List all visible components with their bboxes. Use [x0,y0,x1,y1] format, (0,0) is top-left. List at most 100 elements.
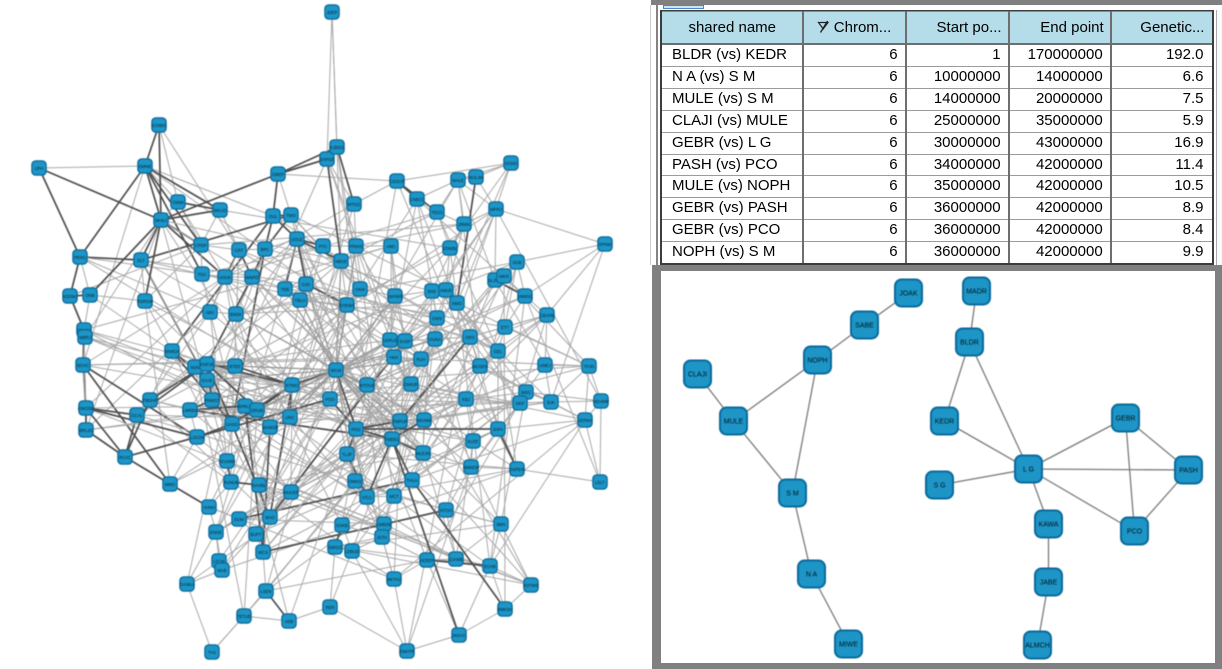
svg-text:BNDK: BNDK [230,312,242,317]
svg-text:POG: POG [351,427,360,432]
svg-text:OUL: OUL [269,214,278,219]
svg-text:JGTA: JGTA [377,535,388,540]
svg-text:LWHWP: LWHWP [387,294,403,299]
svg-text:ONB: ONB [85,293,94,298]
svg-text:WKR: WKR [499,274,509,279]
svg-text:ADB: ADB [285,619,294,624]
svg-text:LJGGN: LJGGN [190,435,204,440]
svg-text:SDDMJ: SDDMJ [63,294,77,299]
svg-text:GCAL: GCAL [131,413,143,418]
svg-text:PCO: PCO [1126,528,1142,535]
svg-text:OPNW: OPNW [598,242,611,247]
svg-text:WJLJM: WJLJM [469,175,483,180]
svg-text:THUA: THUA [406,478,418,483]
svg-text:TBLH: TBLH [295,298,306,303]
svg-text:TEGS: TEGS [431,210,443,215]
svg-text:OSPEW: OSPEW [509,467,525,472]
svg-text:MADR: MADR [966,288,987,295]
svg-text:JKKAC: JKKAC [452,633,466,638]
svg-text:BSE: BSE [428,289,437,294]
svg-text:SGKB: SGKB [336,523,348,528]
svg-text:MIWE: MIWE [838,641,857,648]
svg-text:BRC: BRC [261,247,270,252]
svg-text:MLEJN: MLEJN [416,451,430,456]
svg-text:SUSP: SUSP [399,339,411,344]
svg-text:SLJWK: SLJWK [488,278,502,283]
svg-text:DMNE: DMNE [139,164,152,169]
svg-text:MAMOB: MAMOB [262,425,278,430]
svg-text:OMKG: OMKG [349,479,362,484]
svg-text:BLDR: BLDR [960,339,979,346]
svg-text:KOTWS: KOTWS [523,583,539,588]
svg-text:BCHC: BCHC [77,363,89,368]
svg-text:RUNUK: RUNUK [224,480,239,485]
svg-text:CWOSM: CWOSM [78,406,95,411]
svg-text:ATLC: ATLC [362,495,372,500]
svg-text:WCS: WCS [258,550,268,555]
svg-text:AMC: AMC [386,244,395,249]
svg-text:WUUEP: WUUEP [283,490,299,495]
svg-text:LELT: LELT [595,480,605,485]
svg-text:OKM: OKM [355,287,365,292]
svg-text:NTOO: NTOO [440,508,453,513]
svg-text:KNPJE: KNPJE [200,362,214,367]
svg-text:AEEEP: AEEEP [420,558,434,563]
svg-text:KBJ: KBJ [462,397,470,402]
svg-text:JDEP: JDEP [327,10,338,15]
svg-text:WNPO: WNPO [245,275,259,280]
svg-text:NOPH: NOPH [807,357,827,364]
svg-text:S M: S M [786,490,799,497]
svg-text:NBGE: NBGE [335,259,347,264]
svg-text:LSEN: LSEN [261,589,272,594]
svg-text:PBDHP: PBDHP [143,398,158,403]
svg-text:HKK: HKK [390,355,399,360]
svg-text:MHSJ: MHSJ [155,218,166,223]
svg-text:MCT: MCT [389,494,399,499]
svg-text:OKP: OKP [516,401,525,406]
svg-text:CNBCC: CNBCC [410,197,425,202]
svg-text:AHNH: AHNH [203,505,215,510]
svg-text:CPDP: CPDP [195,243,207,248]
svg-text:BPRLM: BPRLM [238,404,253,409]
svg-text:WALE: WALE [452,178,464,183]
svg-text:N A: N A [805,571,817,578]
svg-text:AMUD: AMUD [440,288,452,293]
svg-text:KAWA: KAWA [1038,521,1058,528]
svg-text:SABE: SABE [855,322,874,329]
svg-text:OJAME: OJAME [449,557,464,562]
svg-text:UDAMW: UDAMW [593,399,609,404]
svg-text:BUPT: BUPT [250,532,262,537]
svg-text:OANKA: OANKA [180,582,195,587]
svg-text:EMHTR: EMHTR [400,649,415,654]
svg-text:PRWS: PRWS [350,244,363,249]
svg-text:OJG: OJG [302,282,311,287]
svg-text:GBEP: GBEP [272,172,284,177]
svg-text:JOWBL: JOWBL [443,246,458,251]
svg-text:NMO: NMO [452,301,463,306]
svg-text:CBAPB: CBAPB [540,313,554,318]
svg-text:ECHB: ECHB [484,564,496,569]
svg-text:BKTHJ: BKTHJ [387,577,400,582]
svg-text:UNC: UNC [285,415,294,420]
svg-text:MAB: MAB [217,568,226,573]
svg-text:KLEE: KLEE [468,439,479,444]
svg-text:WTOUD: WTOUD [359,383,375,388]
svg-text:OWW: OWW [172,200,183,205]
svg-text:TWO: TWO [286,213,297,218]
svg-text:WBRJ: WBRJ [79,335,91,340]
svg-text:UOLE: UOLE [291,237,303,242]
svg-text:RNWGT: RNWGT [204,398,220,403]
svg-text:MUSEN: MUSEN [472,364,487,369]
svg-text:BRLJG: BRLJG [79,428,93,433]
svg-text:LDBUD: LDBUD [345,549,359,554]
svg-text:NMKEW: NMKEW [463,465,479,470]
svg-text:S G: S G [933,482,945,489]
svg-text:GEL: GEL [494,349,503,354]
svg-text:SWGO: SWGO [328,545,342,550]
svg-text:WCM: WCM [331,368,342,373]
svg-text:BBN: BBN [497,522,506,527]
svg-text:LTCM: LTCM [213,559,225,564]
svg-text:KJBSG: KJBSG [330,145,344,150]
svg-text:DRUB: DRUB [251,408,263,413]
svg-text:DLT: DLT [137,258,145,263]
